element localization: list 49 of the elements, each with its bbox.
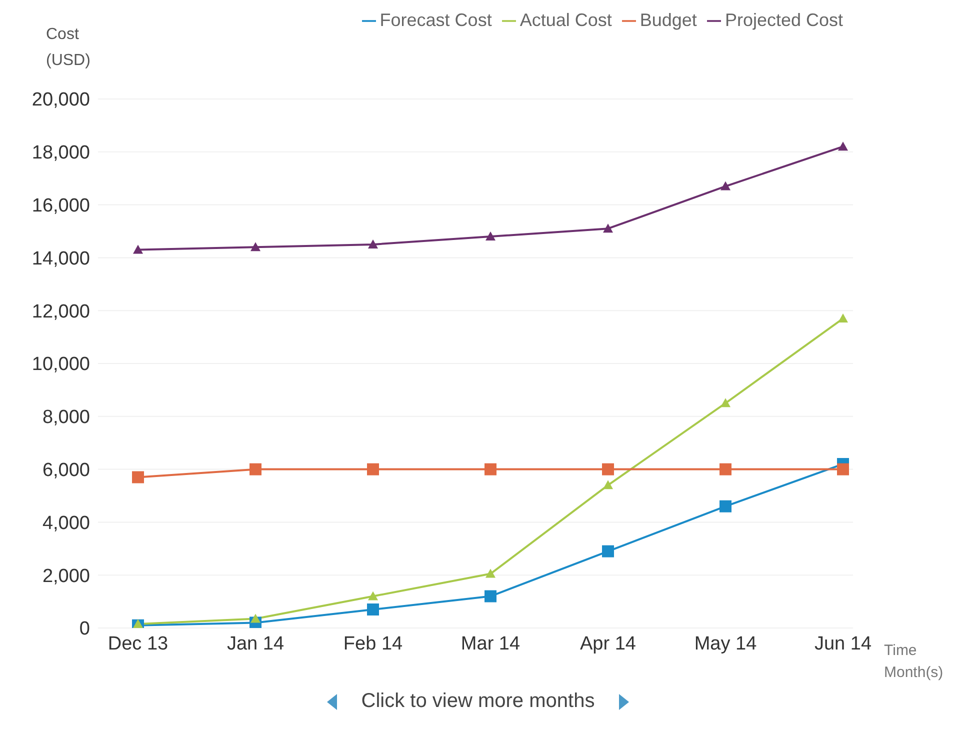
y-tick-label: 10,000 <box>32 354 90 376</box>
point <box>367 463 379 476</box>
legend-label: Projected Cost <box>724 10 843 30</box>
y-tick-label: 8,000 <box>42 407 90 428</box>
point <box>602 463 614 476</box>
x-axis-title: Time Month(s) <box>884 641 944 683</box>
y-tick-label: 2,000 <box>42 566 90 587</box>
point <box>484 590 496 602</box>
x-tick-label: Dec 13 <box>108 633 168 654</box>
point <box>603 224 613 233</box>
point <box>602 545 614 558</box>
x-tick-label: Mar 14 <box>460 633 520 654</box>
y-tick-label: 6,000 <box>42 460 90 482</box>
point <box>133 244 143 254</box>
point <box>720 398 730 408</box>
y-axis-title: Cost (USD) <box>46 25 92 71</box>
x-tick-label: May 14 <box>694 633 758 654</box>
point <box>838 314 848 323</box>
x-tick-label: Feb 14 <box>343 633 404 654</box>
x-tick-label: Jun 14 <box>814 633 872 654</box>
legend-label: Budget <box>640 10 697 30</box>
point <box>368 239 378 248</box>
y-tick-label: 18,000 <box>32 142 90 164</box>
point <box>837 463 849 476</box>
point <box>367 603 379 616</box>
point <box>720 463 732 476</box>
y-tick-label: 16,000 <box>32 196 90 217</box>
y-tick-label: 14,000 <box>32 248 90 270</box>
point <box>603 480 613 490</box>
point <box>132 471 144 484</box>
x-tick-label: Jan 14 <box>226 633 284 654</box>
y-tick-label: 0 <box>79 618 90 640</box>
point <box>250 463 262 476</box>
point <box>486 232 496 241</box>
legend-label: Forecast Cost <box>380 10 492 30</box>
point <box>250 242 260 252</box>
legend-label: Actual Cost <box>520 10 612 30</box>
point <box>368 591 378 600</box>
point <box>484 463 496 476</box>
point <box>720 500 732 512</box>
y-tick-label: 12,000 <box>32 301 90 322</box>
point <box>720 181 730 190</box>
point <box>486 568 496 578</box>
x-tick-label: Apr 14 <box>580 633 636 654</box>
point <box>838 142 848 151</box>
text: Click to view more months <box>360 690 596 713</box>
point <box>250 614 260 623</box>
y-tick-label: 4,000 <box>42 512 90 534</box>
y-tick-label: 20,000 <box>32 90 90 111</box>
